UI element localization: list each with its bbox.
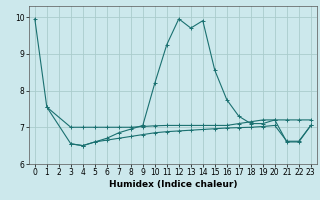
X-axis label: Humidex (Indice chaleur): Humidex (Indice chaleur)	[108, 180, 237, 189]
